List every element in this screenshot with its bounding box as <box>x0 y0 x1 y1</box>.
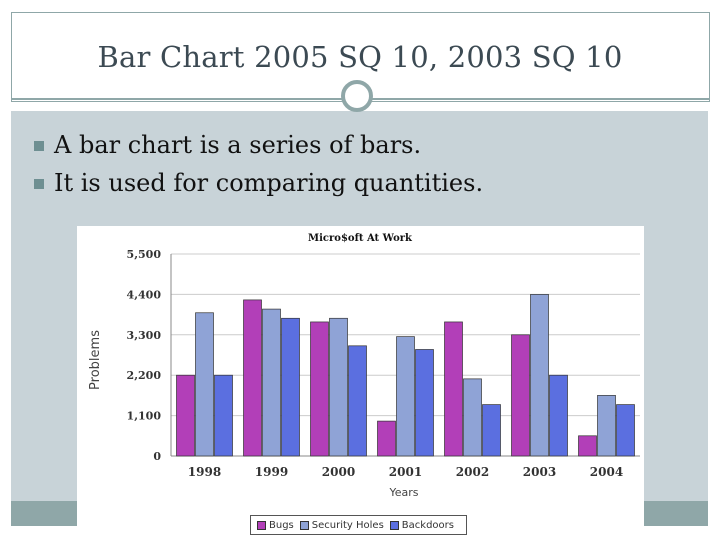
bullet-square-icon <box>34 141 44 151</box>
x-tick-label: 1998 <box>188 465 221 479</box>
bullet-item: A bar chart is a series of bars. <box>34 126 483 164</box>
x-tick-label: 2003 <box>523 465 556 479</box>
bar-security-holes <box>262 308 281 457</box>
bar-security-holes <box>329 317 348 457</box>
bar-security-holes <box>597 395 616 457</box>
legend-item-backdoors: Backdoors <box>389 519 454 531</box>
slide-title: Bar Chart 2005 SQ 10, 2003 SQ 10 <box>97 40 623 74</box>
bullet-item: It is used for comparing quantities. <box>34 164 483 202</box>
x-tick-label: 2002 <box>456 465 489 479</box>
bar-bugs <box>511 334 530 457</box>
x-tick-label: 2000 <box>322 465 355 479</box>
bar-backdoors <box>549 374 568 457</box>
x-tick-label: 2004 <box>590 465 623 479</box>
bar-backdoors <box>348 345 367 457</box>
legend-item-bugs: Bugs <box>257 520 294 531</box>
ornament-circle-icon <box>341 80 373 112</box>
y-tick-label: 1,100 <box>127 410 162 423</box>
y-tick-label: 4,400 <box>127 288 162 301</box>
bar-backdoors <box>616 404 635 457</box>
y-tick-label: 2,200 <box>127 369 162 382</box>
chart-image: Micro$oft At Work 0 1,100 2,200 3,300 4,400 5,… <box>77 226 644 540</box>
legend-swatch-security-holes <box>299 520 309 530</box>
bullet-text: A bar chart is a series of bars. <box>54 131 422 159</box>
x-tick-label: 1999 <box>255 465 288 479</box>
legend-item-security-holes: Security Holes <box>299 519 384 531</box>
legend-label: Backdoors <box>401 519 454 531</box>
bar-security-holes <box>530 294 549 457</box>
bar-bugs <box>377 420 396 457</box>
bar-bugs <box>310 321 329 457</box>
bar-backdoors <box>214 374 233 457</box>
legend-label: Security Holes <box>311 519 384 531</box>
y-tick-label: 0 <box>153 450 161 463</box>
bar-bugs <box>578 435 597 457</box>
y-tick-label: 5,500 <box>127 248 162 261</box>
bar-bugs <box>176 374 195 457</box>
bar-security-holes <box>396 336 415 457</box>
y-tick-label: 3,300 <box>127 329 162 342</box>
bullet-text: It is used for comparing quantities. <box>54 169 484 197</box>
chart-title: Micro$oft At Work <box>308 233 413 244</box>
bar-backdoors <box>281 317 300 457</box>
bar-backdoors <box>415 349 434 457</box>
bullet-list: A bar chart is a series of bars. It is u… <box>34 126 483 202</box>
bar-security-holes <box>195 312 214 457</box>
bar-chart: Micro$oft At Work 0 1,100 2,200 3,300 4,400 5,… <box>88 233 640 499</box>
x-axis-label: Years <box>388 486 418 499</box>
bullet-square-icon <box>34 179 44 189</box>
chart-legend: Bugs Security Holes Backdoors <box>250 515 467 535</box>
legend-swatch-backdoors <box>389 520 399 530</box>
bar-security-holes <box>463 378 482 457</box>
legend-swatch-bugs <box>257 520 266 530</box>
y-axis-label: Problems <box>88 330 103 390</box>
x-tick-label: 2001 <box>389 465 422 479</box>
bar-bugs <box>444 321 463 457</box>
bar-bugs <box>243 299 262 457</box>
legend-label: Bugs <box>269 519 294 531</box>
bar-backdoors <box>482 404 501 457</box>
